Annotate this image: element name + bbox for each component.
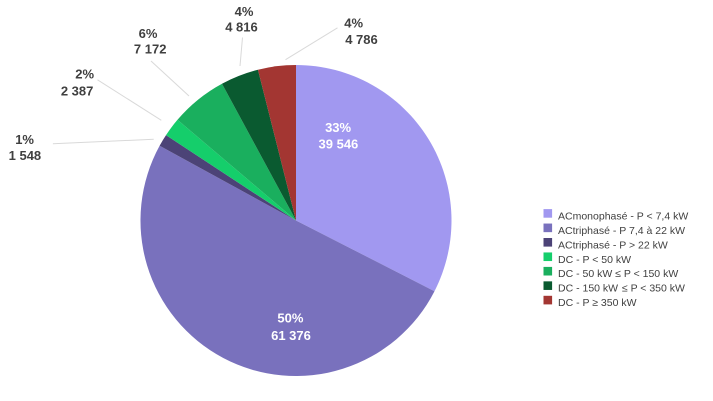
svg-text:4 786: 4 786 xyxy=(345,32,378,47)
svg-text:39 546: 39 546 xyxy=(319,137,359,152)
svg-text:DC - P < 50 kW: DC - P < 50 kW xyxy=(558,254,631,266)
svg-text:DC - 150 kW ≤ P < 350 kW: DC - 150 kW ≤ P < 350 kW xyxy=(558,283,685,295)
svg-text:7 172: 7 172 xyxy=(134,42,167,57)
svg-text:2%: 2% xyxy=(75,66,94,81)
svg-text:6%: 6% xyxy=(139,26,158,41)
svg-text:4 816: 4 816 xyxy=(225,20,258,35)
svg-text:2 387: 2 387 xyxy=(61,84,94,99)
svg-text:1 548: 1 548 xyxy=(9,148,42,163)
svg-text:61 376: 61 376 xyxy=(271,328,311,343)
svg-text:4%: 4% xyxy=(235,4,254,19)
svg-text:33%: 33% xyxy=(325,120,351,135)
svg-text:DC - 50 kW ≤ P < 150 kW: DC - 50 kW ≤ P < 150 kW xyxy=(558,268,678,280)
svg-text:50%: 50% xyxy=(277,311,303,326)
svg-text:ACtriphasé - P 7,4 à 22 kW: ACtriphasé - P 7,4 à 22 kW xyxy=(558,225,685,237)
svg-text:ACtriphasé - P > 22 kW: ACtriphasé - P > 22 kW xyxy=(558,239,668,251)
svg-text:ACmonophasé - P < 7,4 kW: ACmonophasé - P < 7,4 kW xyxy=(558,210,688,222)
svg-text:4%: 4% xyxy=(344,15,363,30)
svg-text:DC - P ≥ 350 kW: DC - P ≥ 350 kW xyxy=(558,297,637,309)
svg-text:1%: 1% xyxy=(15,132,34,147)
